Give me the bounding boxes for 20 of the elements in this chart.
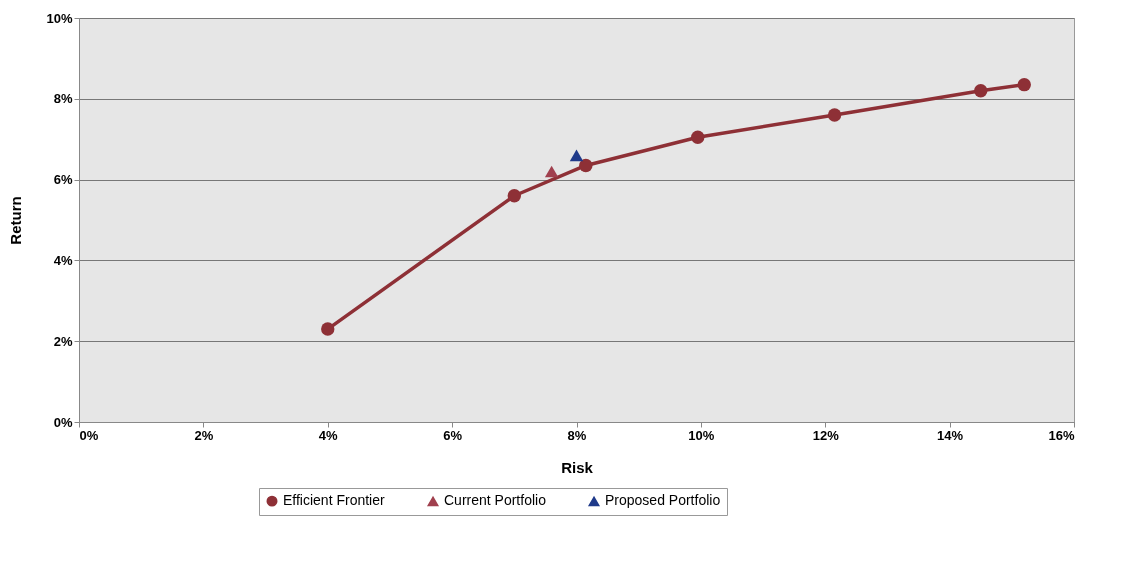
y-tick-label: 4% [53,252,73,268]
x-tick-label: 14% [937,427,964,443]
x-tick-label: 16% [1048,427,1075,443]
x-tick-label: 10% [688,427,715,443]
y-tick-label: 8% [53,91,73,107]
legend-label: Proposed Portfolio [605,492,721,509]
y-tick-label: 10% [46,10,73,26]
x-tick-label: 12% [812,427,840,443]
y-tick-label: 6% [53,172,73,188]
x-axis-title: Risk [561,458,594,476]
legend-label: Efficient Frontier [283,492,386,509]
x-tick-label: 2% [194,427,214,443]
legend-label: Current Portfolio [444,492,547,509]
y-tick-label: 2% [53,333,73,349]
y-axis-title: Return [7,196,25,245]
x-tick-label: 8% [567,427,587,443]
y-tick-label: 0% [53,414,73,430]
x-tick-label: 6% [443,427,463,443]
x-tick-label: 4% [318,427,339,443]
x-tick-label: 0% [79,427,99,443]
